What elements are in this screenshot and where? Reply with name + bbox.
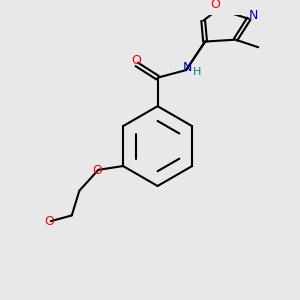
Text: O: O (211, 0, 220, 11)
Text: N: N (249, 9, 258, 22)
Text: O: O (92, 164, 102, 177)
Text: N: N (182, 61, 192, 74)
Text: O: O (131, 54, 141, 67)
Text: H: H (193, 67, 202, 77)
Text: O: O (44, 214, 54, 228)
